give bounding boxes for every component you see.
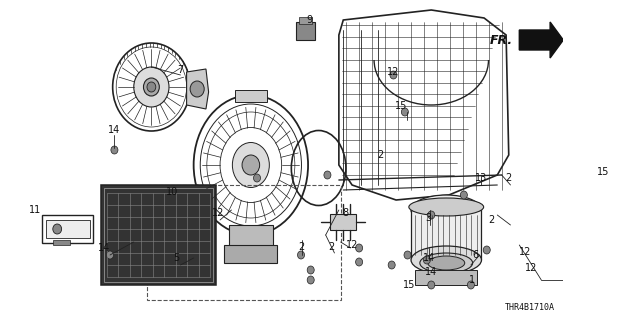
Circle shape [307,276,314,284]
Bar [300,17,312,24]
Text: 13: 13 [476,173,488,183]
Text: 12: 12 [212,208,225,218]
Polygon shape [519,22,563,58]
Circle shape [324,171,331,179]
Text: 12: 12 [387,67,399,77]
Circle shape [190,81,204,97]
Text: 15: 15 [596,167,609,177]
Ellipse shape [143,78,159,96]
Ellipse shape [134,67,169,107]
Text: 2: 2 [488,215,494,225]
Circle shape [460,191,467,199]
Bar [225,245,277,263]
Bar [147,185,340,300]
Text: 12: 12 [519,247,532,257]
Bar [229,225,273,250]
Text: 8: 8 [342,208,348,218]
Circle shape [106,251,113,259]
Text: 3: 3 [426,213,432,223]
Text: 14: 14 [424,253,436,263]
Circle shape [428,281,435,289]
Bar [411,210,481,260]
Bar [42,215,93,243]
Circle shape [388,261,395,269]
Text: 10: 10 [166,187,178,197]
Circle shape [307,266,314,274]
Ellipse shape [428,256,465,270]
Circle shape [483,246,490,254]
Ellipse shape [411,246,481,274]
Circle shape [53,224,61,234]
Bar [296,22,315,40]
Polygon shape [187,69,209,109]
Bar [53,240,70,245]
Text: 6: 6 [472,250,478,260]
Text: 9: 9 [307,15,313,25]
Bar [415,270,477,285]
Circle shape [401,108,408,116]
Text: 1: 1 [468,275,475,285]
Text: 5: 5 [173,253,179,263]
Text: 14: 14 [425,267,437,277]
Circle shape [404,251,411,259]
Circle shape [428,211,435,219]
Text: 12: 12 [346,240,358,250]
Polygon shape [163,185,202,235]
Circle shape [390,71,397,79]
Text: 11: 11 [29,205,42,215]
Text: 2: 2 [506,173,512,183]
Circle shape [356,244,363,252]
Text: 14: 14 [98,243,110,253]
Text: 7: 7 [177,65,184,75]
Circle shape [467,281,474,289]
Ellipse shape [409,198,484,216]
Text: 15: 15 [395,101,408,111]
Circle shape [356,258,363,266]
Text: 14: 14 [108,125,120,135]
Bar [104,188,213,282]
Bar [330,214,356,230]
Text: 2: 2 [329,242,335,252]
Bar [46,220,90,238]
Circle shape [298,251,305,259]
Circle shape [147,82,156,92]
Text: FR.: FR. [490,34,513,46]
Text: 2: 2 [377,150,383,160]
Circle shape [424,256,431,264]
Text: 15: 15 [403,280,415,290]
Text: 2: 2 [298,242,304,252]
Bar [101,185,216,285]
Circle shape [242,155,260,175]
Ellipse shape [411,195,481,225]
Bar [235,90,267,102]
Circle shape [253,174,260,182]
Text: 12: 12 [525,263,537,273]
Text: THR4B1710A: THR4B1710A [504,303,554,312]
Ellipse shape [420,253,473,273]
Ellipse shape [232,142,269,188]
Circle shape [111,146,118,154]
